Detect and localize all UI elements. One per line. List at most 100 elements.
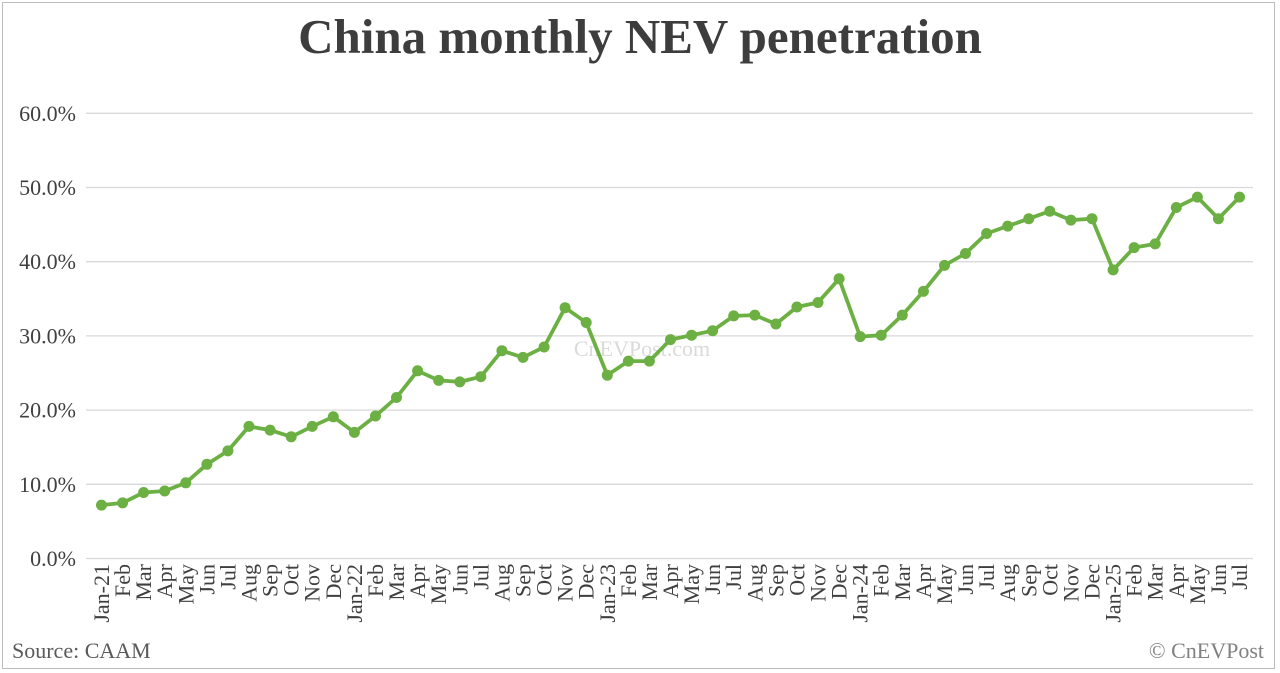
x-axis-tick-label: Sep [1016,564,1041,597]
data-point-marker [222,445,234,457]
data-point-marker [791,301,803,313]
x-axis-tick-label: Oct [279,564,304,596]
y-axis-tick-label: 30.0% [19,323,76,348]
data-point-marker [875,329,887,341]
x-axis-tick-label: Mar [637,563,662,600]
y-axis-tick-label: 10.0% [19,472,76,497]
data-point-marker [517,351,529,363]
data-point-marker [665,334,676,346]
x-axis-tick-label: Jun [1206,564,1231,595]
data-point-marker [1107,264,1119,276]
data-point-marker [159,485,171,497]
data-point-marker [180,477,192,489]
data-point-marker [728,310,740,322]
data-point-marker [1065,214,1077,226]
data-point-marker [96,499,107,511]
data-point-marker [243,420,255,432]
data-point-marker [1023,213,1035,225]
y-axis-tick-label: 60.0% [19,101,76,126]
x-axis-tick-label: Jul [721,564,746,590]
chart-title: China monthly NEV penetration [298,9,982,64]
x-axis-tick-label: May [426,564,451,604]
data-point-marker [348,426,360,438]
data-point-marker [854,331,866,343]
x-axis-tick-label: Nov [300,564,325,602]
data-point-marker [496,345,508,357]
data-point-marker [117,497,129,509]
x-axis-tick-label: Feb [1122,564,1147,597]
x-axis-tick-label: Oct [1037,564,1062,596]
x-axis-tick-label: Jan-21 [89,564,114,623]
data-point-marker [770,318,782,330]
x-axis-tick-label: Sep [258,564,283,597]
x-axis-tick-label: Dec [574,564,599,600]
x-axis-tick-label: Apr [405,563,430,598]
x-axis-tick-label: Apr [1164,563,1189,598]
data-point-marker [285,431,297,443]
x-axis-tick-label: Jul [215,564,240,590]
x-axis-tick-label: Apr [911,563,936,598]
data-point-marker [749,309,761,321]
data-point-marker [686,329,698,341]
x-axis-tick-label: Apr [152,563,177,598]
data-point-marker [559,302,571,314]
data-point-marker [939,259,950,271]
x-axis-tick-label: Mar [1143,563,1168,600]
x-axis-tick-label: Sep [763,564,788,597]
x-axis-tick-label: Jan-25 [1101,564,1126,623]
data-point-marker [370,410,381,422]
data-point-marker [643,355,655,367]
x-axis-tick-label: Jun [447,564,472,595]
x-axis-tick-label: Jan-22 [342,564,367,623]
y-axis-tick-label: 50.0% [19,175,76,200]
x-axis-tick-label: Dec [1080,564,1105,600]
data-point-marker [391,392,402,403]
x-axis-tick-label: Jun [953,564,978,595]
x-axis-tick-label: May [932,564,957,604]
data-point-marker [138,487,150,498]
x-axis-tick-label: Jul [1227,564,1252,590]
x-axis-tick-label: Jul [468,564,493,590]
data-point-marker [1002,220,1014,232]
data-point-marker [960,248,971,259]
data-point-marker [981,228,993,239]
data-point-marker [1044,205,1056,217]
x-axis-tick-label: May [1185,564,1210,604]
data-point-marker [475,371,487,383]
data-point-marker [538,341,550,353]
x-axis-tick-label: Aug [995,564,1020,602]
data-point-marker [1149,238,1161,250]
data-point-marker [1086,213,1098,225]
x-axis-tick-label: Aug [237,564,262,602]
x-axis-tick-label: Oct [532,564,557,596]
x-axis-tick-label: Sep [511,564,536,597]
x-axis-tick-label: Jun [194,564,219,595]
x-axis-tick-label: Jan-23 [595,564,620,623]
data-point-marker [622,355,634,367]
data-point-marker [433,374,445,386]
data-point-marker [601,369,613,381]
data-point-marker [306,420,318,432]
y-axis-tick-label: 40.0% [19,249,76,274]
x-axis-tick-label: Oct [784,564,809,596]
copyright-label: © CnEVPost [1148,638,1264,663]
data-point-marker [580,317,592,328]
x-axis-tick-label: Mar [890,563,915,600]
data-point-marker [833,273,845,285]
x-axis-tick-label: Feb [869,564,894,597]
data-point-marker [896,309,908,321]
x-axis-tick-label: Aug [489,564,514,602]
x-axis-tick-label: Nov [1058,564,1083,602]
x-axis-tick-label: Feb [363,564,388,597]
x-axis-tick-label: Dec [321,564,346,600]
x-axis-tick-label: Mar [384,563,409,600]
x-axis-tick-label: Nov [553,564,578,602]
y-axis-tick-label: 0.0% [30,546,76,571]
x-axis-tick-label: Feb [616,564,641,597]
data-point-marker [454,376,466,388]
data-point-marker [1170,202,1182,213]
x-axis-tick-label: Jul [974,564,999,590]
y-axis-tick-label: 20.0% [19,398,76,423]
data-point-marker [917,285,929,297]
